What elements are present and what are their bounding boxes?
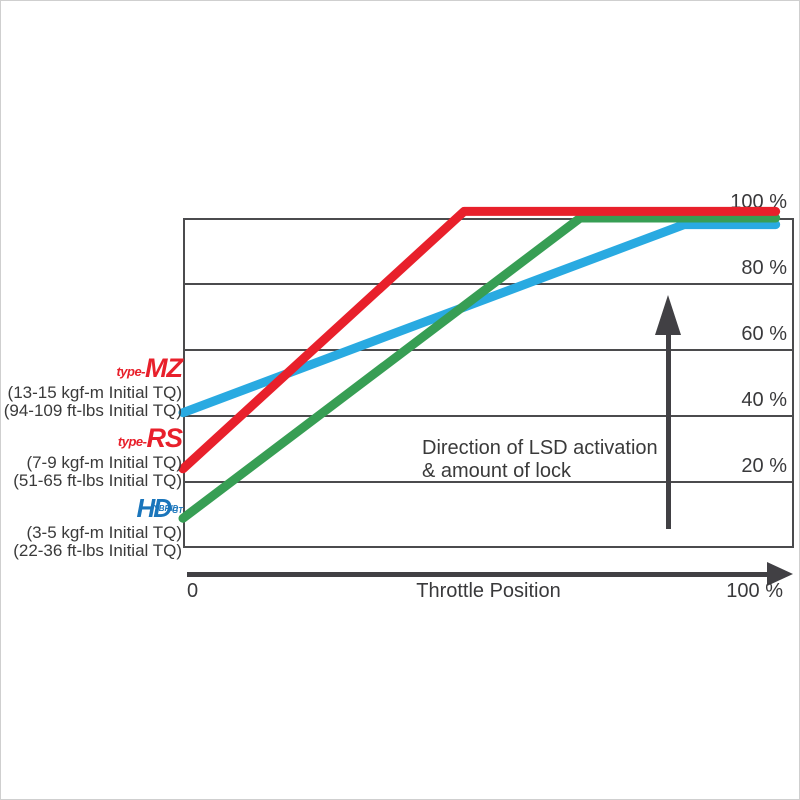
direction-arrow-up-icon <box>655 295 681 335</box>
x-axis-title: Throttle Position <box>416 580 561 602</box>
gridline-40 <box>183 415 794 417</box>
annotation-line-1: Direction of LSD activation <box>422 437 658 459</box>
direction-arrow-shaft <box>666 335 671 529</box>
y-tick-label-60: 60 % <box>741 323 787 345</box>
legend-item-type-rs: type-RS (7-9 kgf-m Initial TQ) (51-65 ft-l… <box>1 423 183 490</box>
hd-logo-sub: GT <box>171 506 183 515</box>
y-tick-label-100: 100 % <box>730 191 787 213</box>
type-rs-logo-main: RS <box>146 423 183 453</box>
direction-annotation: Direction of LSD activation & amount of … <box>422 437 658 483</box>
gridline-80 <box>183 283 794 285</box>
x-axis-arrow-right-icon <box>767 562 793 586</box>
y-tick-label-20: 20 % <box>741 455 787 477</box>
hd-torque-ftlbs: (22-36 ft-lbs Initial TQ) <box>13 541 182 560</box>
type-rs-torque-kgfm: (7-9 kgf-m Initial TQ) <box>26 453 182 472</box>
annotation-line-2: & amount of lock <box>422 460 571 482</box>
hd-logo-main: HD <box>136 493 172 523</box>
legend-item-hd: HD YBRID GT (3-5 kgf-m Initial TQ) (22-36 ft… <box>1 493 183 560</box>
type-rs-logo-prefix: type- <box>117 434 147 449</box>
y-tick-label-40: 40 % <box>741 389 787 411</box>
type-mz-logo: type-MZ <box>1 353 183 384</box>
type-mz-torque-kgfm: (13-15 kgf-m Initial TQ) <box>7 383 182 402</box>
hd-torque-kgfm: (3-5 kgf-m Initial TQ) <box>26 523 182 542</box>
hd-logo: HD YBRID GT <box>1 493 183 524</box>
hd-logo-sup: YBRID <box>153 504 179 513</box>
x-axis-max-label: 100 % <box>726 580 783 602</box>
type-mz-logo-prefix: type- <box>116 364 146 379</box>
legend-item-type-mz: type-MZ (13-15 kgf-m Initial TQ) (94-109 f… <box>1 353 183 420</box>
legend: type-MZ (13-15 kgf-m Initial TQ) (94-109 f… <box>1 353 183 565</box>
type-mz-logo-main: MZ <box>145 353 183 383</box>
type-rs-torque-ftlbs: (51-65 ft-lbs Initial TQ) <box>13 471 182 490</box>
y-tick-label-80: 80 % <box>741 257 787 279</box>
x-axis-min-label: 0 <box>187 580 199 602</box>
type-mz-torque-ftlbs: (94-109 ft-lbs Initial TQ) <box>3 401 182 420</box>
gridline-60 <box>183 349 794 351</box>
x-axis-arrow-shaft <box>187 572 769 577</box>
type-rs-logo: type-RS <box>1 423 183 454</box>
